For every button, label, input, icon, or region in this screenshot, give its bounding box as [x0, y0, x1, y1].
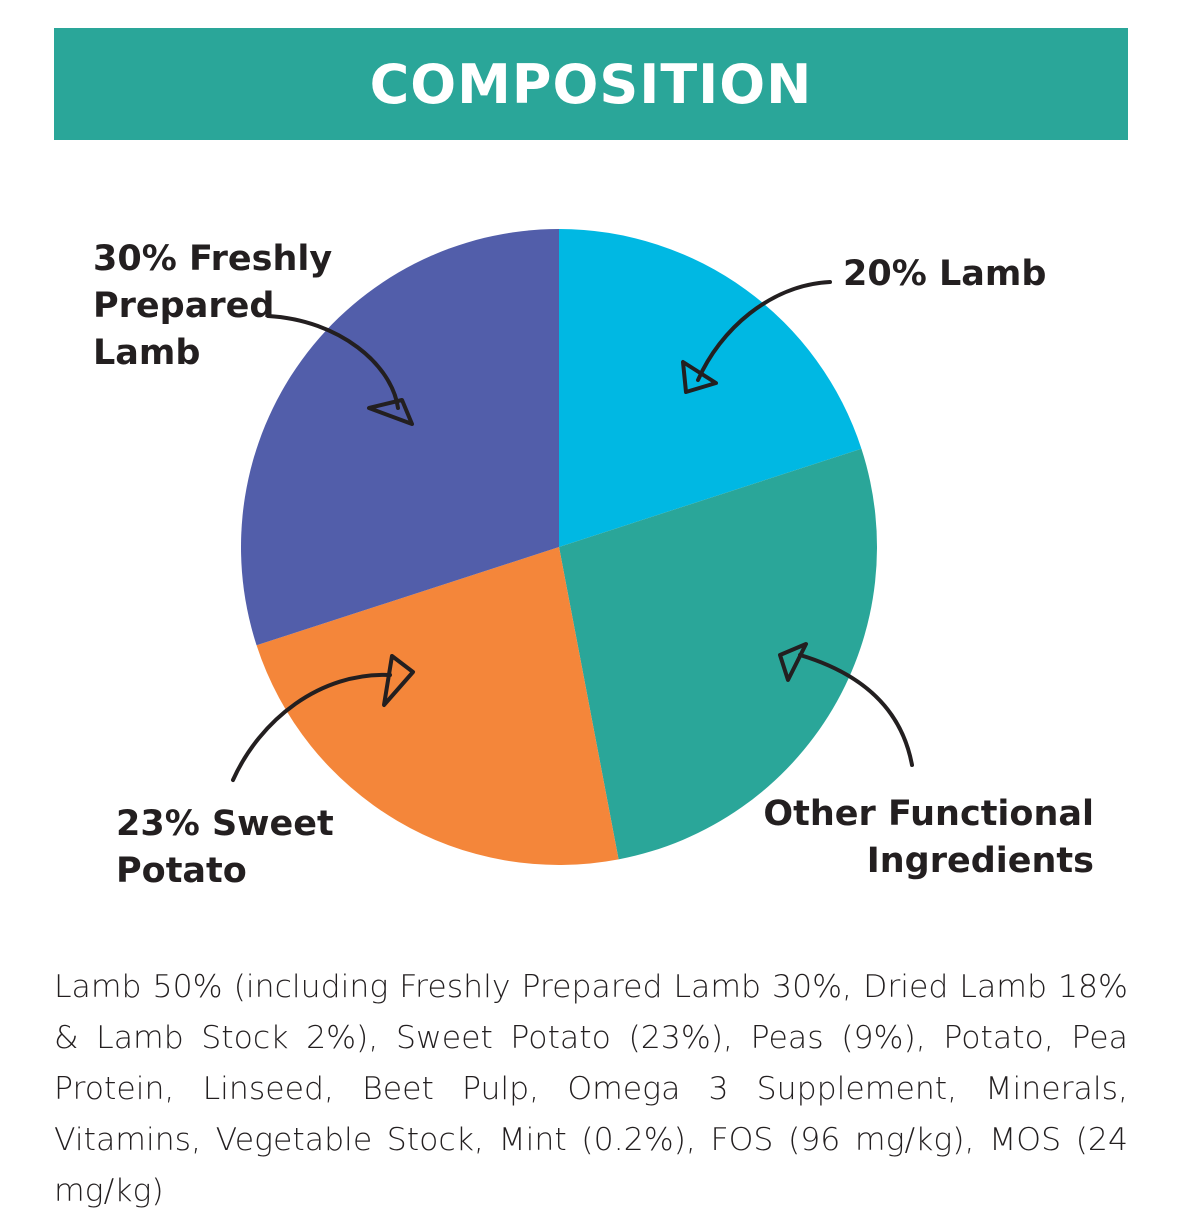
- label-lamb-line: 20% Lamb: [843, 254, 1046, 294]
- arrow-sweet-potato: [231, 672, 392, 782]
- page-title: COMPOSITION: [369, 52, 813, 116]
- arrow-sweet-potato-head: [382, 654, 415, 707]
- label-freshly-prepared-lamb-line: 30% Freshly: [93, 239, 332, 279]
- arrow-freshly-prepared-lamb-head: [367, 398, 414, 426]
- slice-freshly-prepared-lamb: [240, 228, 559, 646]
- pie-chart: 20% Lamb Other Functional Ingredients 23% S…: [93, 228, 1094, 891]
- slice-sweet-potato: [256, 547, 619, 866]
- arrow-freshly-prepared-lamb: [266, 314, 400, 410]
- label-other-functional-ingredients: Other Functional Ingredients: [763, 794, 1094, 881]
- arrow-other-functional: [798, 653, 914, 767]
- arrow-lamb: [696, 280, 832, 382]
- label-other-functional-ingredients-line: Ingredients: [867, 841, 1094, 881]
- label-lamb: 20% Lamb: [843, 254, 1046, 294]
- label-sweet-potato-line: Potato: [116, 851, 247, 891]
- label-freshly-prepared-lamb-line: Lamb: [93, 333, 200, 373]
- label-sweet-potato: 23% Sweet Potato: [116, 804, 334, 891]
- slice-other-functional-ingredients: [559, 448, 878, 860]
- header-banner: COMPOSITION: [54, 28, 1128, 140]
- slice-lamb: [559, 229, 862, 547]
- label-other-functional-ingredients-line: Other Functional: [763, 794, 1094, 834]
- arrow-other-functional-head: [778, 642, 808, 682]
- label-freshly-prepared-lamb: 30% Freshly Prepared Lamb: [93, 239, 332, 373]
- label-sweet-potato-line: 23% Sweet: [116, 804, 334, 844]
- ingredients-text: Lamb 50% (including Freshly Prepared Lam…: [54, 969, 1128, 1209]
- label-freshly-prepared-lamb-line: Prepared: [93, 286, 274, 326]
- arrow-lamb-head: [681, 360, 718, 394]
